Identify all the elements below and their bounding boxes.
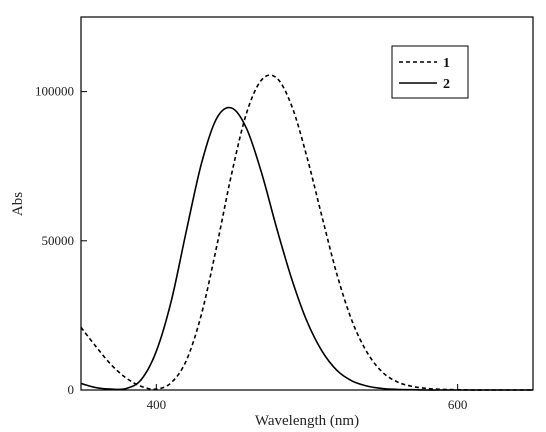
- series-layer: [80, 74, 533, 391]
- series-2-line: [80, 106, 533, 391]
- plot-frame: [80, 16, 534, 391]
- y-tick-label: 50000: [42, 233, 75, 248]
- legend-label-1: 1: [443, 56, 450, 71]
- series-1-line: [80, 74, 533, 391]
- axis-ticks: 400 600 0 50000 100000: [35, 84, 467, 412]
- x-tick-label: 600: [448, 397, 468, 412]
- legend-label-2: 2: [443, 77, 450, 92]
- legend-box: [391, 45, 469, 99]
- y-tick-label: 100000: [35, 84, 74, 99]
- x-tick-label: 400: [147, 397, 167, 412]
- y-tick-label: 0: [68, 382, 75, 397]
- x-axis-title: Wavelength (nm): [255, 413, 359, 429]
- y-axis-title: Abs: [10, 192, 26, 216]
- legend: 1 2: [391, 45, 469, 99]
